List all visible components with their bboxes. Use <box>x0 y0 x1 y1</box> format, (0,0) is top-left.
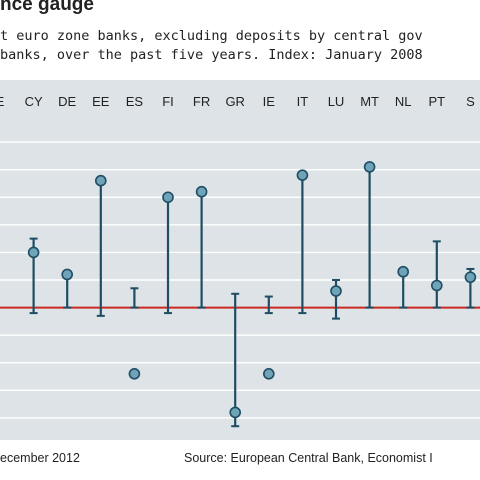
footnote-date: ecember 2012 <box>0 451 80 465</box>
plot-area: E CY DE EE ES FI FR GR IE IT LU MT NL PT S <box>0 80 480 440</box>
category-label: S <box>466 94 475 109</box>
category-label: NL <box>395 94 412 109</box>
category-label: GR <box>225 94 245 109</box>
category-label: E <box>0 94 5 109</box>
category-label: DE <box>58 94 76 109</box>
chart-svg: E CY DE EE ES FI FR GR IE IT LU MT NL PT S <box>0 94 480 428</box>
data-point <box>330 285 342 297</box>
data-point <box>430 279 443 292</box>
data-point <box>229 406 241 419</box>
category-label: LU <box>328 94 345 109</box>
data-point <box>397 265 410 278</box>
chart-subtitle-line-1: t euro zone banks, excluding deposits by… <box>0 28 423 44</box>
category-label: ES <box>126 94 144 109</box>
data-point <box>95 174 107 187</box>
chart-subtitle-line-2: banks, over the past five years. Index: … <box>0 47 423 63</box>
data-point <box>464 271 477 284</box>
data-point <box>195 185 208 198</box>
data-point <box>262 367 275 380</box>
category-label: IT <box>297 94 309 109</box>
data-point <box>128 367 141 380</box>
category-label: CY <box>25 94 43 109</box>
category-label: IE <box>263 94 276 109</box>
category-label: EE <box>92 94 110 109</box>
category-label: FR <box>193 94 210 109</box>
chart-title: nce gauge <box>0 0 94 15</box>
data-point <box>27 246 40 259</box>
source-note: Source: European Central Bank, Economist… <box>184 451 433 465</box>
category-label: PT <box>428 94 445 109</box>
data-point <box>162 191 174 204</box>
category-label: MT <box>360 94 379 109</box>
data-point <box>363 161 376 173</box>
data-point <box>296 169 309 181</box>
data-point <box>61 268 73 281</box>
category-label: FI <box>162 94 174 109</box>
